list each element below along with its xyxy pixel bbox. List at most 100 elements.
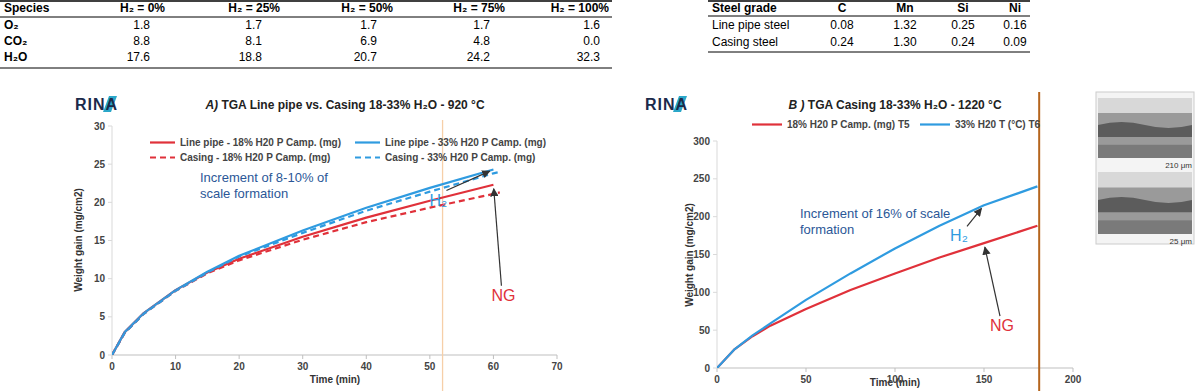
table-cell: 0.09	[1003, 35, 1027, 49]
panel-label: A)	[204, 98, 218, 112]
table-rule	[708, 52, 1030, 53]
x-tick-label: 50	[800, 374, 812, 385]
x-tick	[717, 368, 718, 372]
y-tick-label: 0	[99, 350, 105, 361]
annotation-arrow	[446, 171, 489, 190]
table-cell: CO₂	[4, 34, 27, 48]
x-tick	[557, 355, 558, 359]
table-header: Ni	[1009, 1, 1021, 15]
y-tick	[713, 254, 717, 255]
x-tick	[493, 355, 494, 359]
legend-swatch	[920, 123, 950, 125]
x-tick-label: 30	[297, 361, 309, 372]
legend-label: 18% H20 P Camp. (mg) T5	[787, 119, 910, 130]
table-cell: 8.8	[133, 34, 150, 48]
x-tick-label: 40	[361, 361, 373, 372]
inset: 210 μm25 μm	[1096, 92, 1194, 246]
table-cell: 1.30	[893, 35, 917, 49]
y-tick-label: 300	[693, 136, 710, 147]
x-tick-label: 0	[714, 374, 720, 385]
table-cell: 0.24	[830, 35, 854, 49]
micrograph-layer	[1098, 145, 1192, 158]
x-tick	[806, 368, 807, 372]
series-line	[717, 186, 1037, 368]
table-header: H₂ = 100%	[551, 1, 610, 15]
table-cell: 4.8	[473, 34, 490, 48]
series-line	[112, 172, 500, 355]
series-line	[717, 226, 1037, 368]
series-line	[112, 170, 493, 355]
y-tick-label: 20	[94, 197, 106, 208]
table-cell: 20.7	[354, 50, 378, 64]
title: B ) TGA Casing 18-33% H₂O - 1220 °C	[788, 98, 1001, 112]
y-tick	[713, 216, 717, 217]
x-tick-label: 10	[170, 361, 182, 372]
table-rule	[708, 16, 1030, 17]
figure: SpeciesH₂ = 0%H₂ = 25%H₂ = 50%H₂ = 75%H₂…	[0, 0, 1200, 391]
chart: RINAB ) TGA Casing 18-33% H₂O - 1220 °CW…	[645, 92, 1194, 391]
micrograph-layer	[1098, 197, 1192, 212]
table-cell: 1.7	[360, 18, 377, 32]
inset-label: 25 μm	[1170, 237, 1193, 246]
y-tick-label: 5	[99, 311, 105, 322]
legend-swatch	[150, 141, 175, 143]
table-header: H₂ = 75%	[453, 1, 505, 15]
legend-swatch	[752, 123, 782, 125]
y-tick	[108, 164, 112, 165]
x-tick	[302, 355, 303, 359]
table-rule	[0, 0, 612, 2]
annotation: Increment of 8-10% ofscale formation	[200, 170, 328, 201]
table-header: Si	[957, 1, 968, 15]
logo-text: RINA	[645, 96, 688, 113]
legend-label: Line pipe - 33% H20 P Camp. (mg)	[385, 137, 546, 148]
y-tick	[108, 316, 112, 317]
x-tick	[175, 355, 176, 359]
table-cell: 1.32	[893, 18, 917, 32]
x-tick	[112, 355, 113, 359]
micrograph-layer	[1098, 172, 1192, 188]
table-header: H₂ = 50%	[341, 1, 393, 15]
table-cell: 0.0	[583, 34, 600, 48]
y-tick-label: 50	[699, 325, 711, 336]
table-cell: 8.1	[245, 34, 262, 48]
table-cell: 1.6	[583, 18, 600, 32]
micrograph-layer	[1098, 98, 1192, 113]
series-line	[112, 192, 500, 355]
annotation: Increment of 16% of scaleformation	[800, 206, 950, 237]
y-tick	[713, 292, 717, 293]
table-cell: 0.24	[951, 35, 975, 49]
table-cell: 0.16	[1003, 18, 1027, 32]
table-cell: 1.8	[133, 18, 150, 32]
table-header: Species	[4, 1, 50, 15]
table-cell: 17.6	[127, 50, 151, 64]
x-tick-label: 70	[551, 361, 563, 372]
annotation: NG	[990, 317, 1014, 334]
table-header: C	[838, 1, 847, 15]
y-tick-label: 100	[693, 287, 710, 298]
annotation-arrow	[985, 247, 1000, 316]
x-tick	[239, 355, 240, 359]
annotation: H₂	[430, 192, 448, 209]
x-axis-label: Time (min)	[310, 374, 360, 385]
x-tick-label: 20	[234, 361, 246, 372]
y-tick	[108, 278, 112, 279]
y-tick-label: 200	[693, 211, 710, 222]
annotation-line: formation	[800, 222, 854, 237]
y-tick	[713, 330, 717, 331]
y-tick	[108, 202, 112, 203]
table-header: H₂ = 25%	[228, 1, 280, 15]
legend-label: Casing - 33% H20 P Camp. (mg)	[385, 152, 535, 163]
table-header: Steel grade	[712, 1, 777, 15]
series-group	[112, 170, 500, 355]
y-tick	[108, 355, 112, 356]
title: A) TGA Line pipe vs. Casing 18-33% H₂O -…	[204, 98, 484, 112]
logo-text: RINA	[75, 96, 118, 113]
x-tick-label: 200	[1065, 374, 1082, 385]
table-cell: 32.3	[577, 50, 601, 64]
table-cell: 24.2	[467, 50, 491, 64]
inset-frame	[1096, 92, 1194, 244]
reference-line	[1038, 92, 1040, 391]
table-cell: 0.25	[951, 18, 975, 32]
table: Steel gradeCMnSiNiLine pipe steel0.081.3…	[708, 1, 1030, 52]
annotation-arrow	[967, 208, 981, 226]
